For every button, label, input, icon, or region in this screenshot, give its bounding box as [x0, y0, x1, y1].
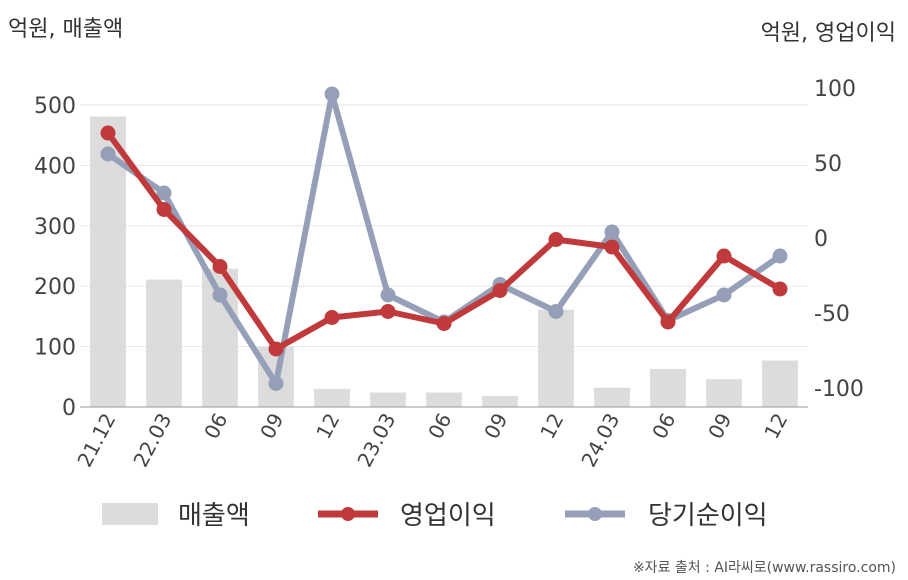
line-series [100, 86, 788, 391]
source-note: ※자료 출처 : AI라씨로(www.rassiro.com) [633, 560, 896, 576]
series-point [492, 283, 508, 298]
series-point [716, 287, 732, 303]
left-tick-label: 300 [34, 215, 76, 240]
legend-label-revenue: 매출액 [178, 501, 250, 531]
grid-lines [80, 104, 808, 348]
bar [426, 392, 462, 407]
left-tick-label: 400 [34, 154, 76, 179]
legend-label-operating-profit: 영업이익 [400, 501, 496, 531]
x-axis-ticks: 21.12 22.03 06 09 12 23.03 06 09 12 24.03 06 09 12 [72, 409, 792, 471]
series-point [268, 376, 284, 391]
x-tick-label: 09 [479, 409, 512, 443]
series-point [212, 259, 228, 274]
bar [370, 392, 406, 407]
x-tick-label: 06 [647, 409, 680, 443]
series-point [716, 248, 732, 264]
series-point [380, 287, 396, 303]
series-point [156, 185, 172, 201]
left-tick-label: 200 [34, 275, 76, 300]
legend-swatch-revenue [102, 503, 158, 525]
left-axis-ticks: 0 100 200 300 400 500 [34, 94, 76, 421]
series-point [772, 281, 788, 297]
left-tick-label: 500 [34, 94, 76, 119]
legend-marker-net-income [588, 507, 602, 521]
x-tick-label: 09 [255, 409, 288, 443]
series-point [324, 86, 340, 102]
bar [594, 387, 630, 407]
bar [146, 279, 182, 407]
x-tick-label: 09 [703, 409, 736, 443]
series-point [660, 314, 676, 330]
series-point [436, 316, 452, 331]
bar [482, 396, 518, 407]
series-point [380, 304, 396, 319]
series-point [100, 125, 116, 141]
left-tick-label: 0 [62, 396, 76, 421]
bar [706, 379, 742, 407]
legend: 매출액 영업이익 당기순이익 [102, 501, 768, 531]
bar [762, 360, 798, 407]
x-tick-label: 23.03 [352, 409, 400, 471]
legend-label-net-income: 당기순이익 [648, 501, 768, 531]
bar [650, 368, 686, 407]
series-point [156, 202, 172, 217]
bar [538, 309, 574, 407]
right-tick-label: -50 [814, 302, 850, 327]
x-tick-label: 22.03 [128, 409, 176, 471]
x-tick-label: 12 [535, 409, 568, 443]
legend-marker-operating-profit [341, 507, 355, 521]
series-point [772, 248, 788, 264]
right-tick-label: -100 [814, 377, 864, 402]
right-axis-ticks: -100 -50 0 50 100 [814, 77, 864, 402]
series-point [324, 310, 340, 325]
left-axis-label: 억원, 매출액 [8, 17, 123, 42]
x-tick-label: 24.03 [576, 409, 624, 471]
series-point [100, 146, 116, 162]
series-point [212, 287, 228, 303]
series-point [268, 341, 284, 357]
series-point [548, 304, 564, 319]
right-axis-label: 억원, 영업이익 [761, 21, 896, 46]
series-point [604, 224, 620, 240]
series-point [604, 239, 620, 255]
bar-series-revenue [90, 116, 798, 407]
right-tick-label: 100 [814, 77, 856, 102]
x-tick-label: 12 [759, 409, 792, 443]
x-tick-label: 06 [199, 409, 232, 443]
x-tick-label: 06 [423, 409, 456, 443]
right-tick-label: 0 [814, 227, 828, 252]
series-point [548, 232, 564, 247]
left-tick-label: 100 [34, 336, 76, 361]
right-tick-label: 50 [814, 152, 842, 177]
bar [314, 388, 350, 407]
x-tick-label: 21.12 [72, 409, 120, 471]
x-tick-label: 12 [311, 409, 344, 443]
